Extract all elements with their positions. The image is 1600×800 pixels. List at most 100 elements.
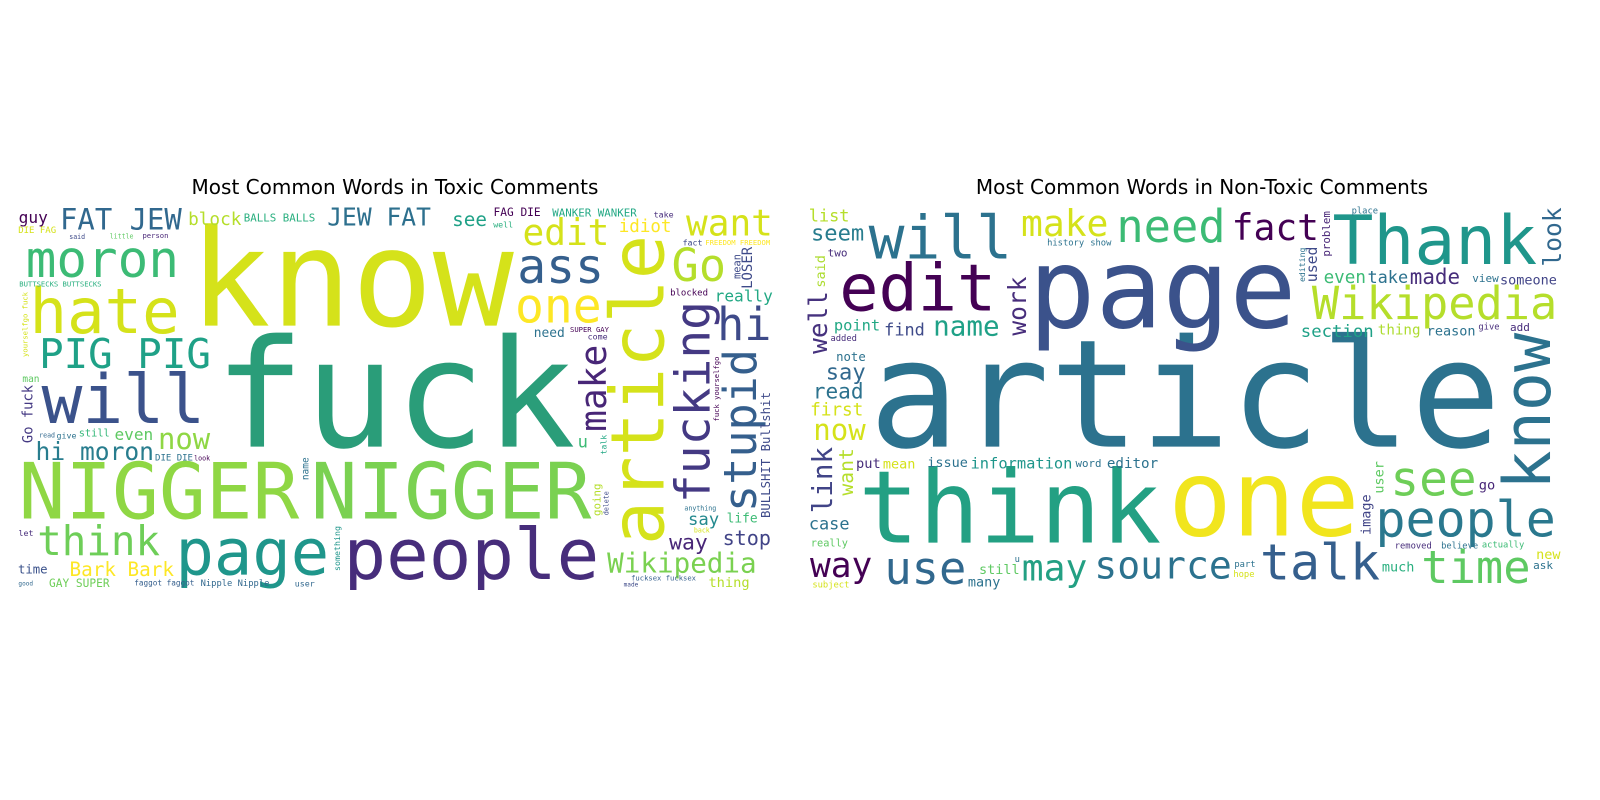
non-toxic-cloud-word: need <box>1116 205 1225 253</box>
toxic-cloud-word: really <box>715 287 773 306</box>
non-toxic-cloud-word: history <box>1047 238 1084 248</box>
toxic-cloud-word: JEW FAT <box>327 205 431 231</box>
toxic-cloud-word: need <box>534 326 565 341</box>
toxic-cloud-word: fact <box>683 238 703 248</box>
toxic-cloud-word: even <box>114 425 153 444</box>
toxic-cloud-word: PIG PIG <box>39 330 211 378</box>
non-toxic-cloud-word: know <box>1490 332 1565 490</box>
non-toxic-cloud-word: view <box>1472 272 1499 285</box>
non-toxic-cloud-word: much <box>1382 560 1415 576</box>
toxic-cloud-word: people <box>343 513 599 590</box>
toxic-cloud-word: GAY SUPER <box>49 577 110 590</box>
toxic-cloud-word: hate <box>29 275 179 348</box>
non-toxic-cloud-word: word <box>1076 457 1102 470</box>
non-toxic-cloud-word: u <box>1015 555 1020 565</box>
non-toxic-cloud-word: edit <box>839 250 996 326</box>
non-toxic-cloud-word: user <box>1371 461 1387 494</box>
toxic-cloud-word: man <box>22 374 39 385</box>
toxic-cloud-word: now <box>158 422 211 456</box>
toxic-cloud-word: see <box>452 208 487 231</box>
non-toxic-cloud-word: want <box>835 448 858 495</box>
non-toxic-cloud-word: put <box>856 456 881 472</box>
toxic-cloud-word: stop <box>723 526 771 550</box>
toxic-cloud-word: WANKER WANKER <box>552 207 637 220</box>
toxic-cloud-word: think <box>37 517 160 565</box>
non-toxic-cloud-word: page <box>1028 225 1296 354</box>
toxic-cloud-word: faggot faggot <box>134 578 194 587</box>
toxic-cloud-word: FAG DIE <box>494 206 541 219</box>
toxic-cloud-word: article <box>597 235 682 545</box>
toxic-cloud-word: something <box>332 526 342 571</box>
toxic-cloud-word: BALLS BALLS <box>244 211 316 224</box>
toxic-cloud-word: NIGGER <box>311 448 592 538</box>
toxic-cloud-word: SUPER GAY <box>570 325 610 334</box>
non-toxic-cloud-word: name <box>933 309 999 342</box>
non-toxic-cloud-word: link <box>806 446 839 513</box>
toxic-cloud-word: ass <box>517 239 604 295</box>
non-toxic-cloud-word: actually <box>1482 540 1524 550</box>
toxic-cloud-word: good <box>18 580 33 587</box>
toxic-cloud-word: name <box>300 457 311 480</box>
non-toxic-cloud-word: made <box>1410 265 1460 289</box>
non-toxic-cloud-word: may <box>1022 546 1088 589</box>
non-toxic-cloud-word: think <box>858 450 1161 567</box>
toxic-cloud-word: well <box>493 219 513 229</box>
non-toxic-cloud-word: add <box>1510 321 1530 334</box>
toxic-cloud-word: BULLSHIT Bullshit <box>759 392 773 518</box>
toxic-cloud-word: BUTTSECKS BUTTSECKS <box>19 279 101 288</box>
non-toxic-cloud-word: will <box>869 205 1013 274</box>
non-toxic-cloud-word: one <box>1168 437 1359 560</box>
non-toxic-cloud-word: article <box>869 309 1501 483</box>
toxic-cloud-title: Most Common Words in Toxic Comments <box>191 175 599 199</box>
non-toxic-cloud-word: part <box>1234 560 1255 570</box>
non-toxic-cloud-word: case <box>809 514 850 534</box>
toxic-cloud-word: Go <box>672 239 726 292</box>
non-toxic-cloud-word: Wikipedia <box>1312 277 1557 330</box>
toxic-cloud-word: life <box>727 511 758 526</box>
non-toxic-cloud-word: subject <box>812 580 849 590</box>
non-toxic-cloud-word: someone <box>1500 272 1557 288</box>
non-toxic-cloud-word: look <box>1538 207 1565 266</box>
toxic-cloud-word: edit <box>523 212 610 254</box>
non-toxic-cloud-word: place <box>1352 206 1378 216</box>
non-toxic-cloud-word: say <box>826 359 866 385</box>
toxic-cloud-word: fucking <box>666 301 722 503</box>
toxic-cloud-word: hi moron <box>36 437 154 466</box>
non-toxic-cloud-word: many <box>968 575 1001 590</box>
non-toxic-cloud-word: take <box>1367 267 1408 287</box>
non-toxic-cloud-word: give <box>1478 323 1499 333</box>
non-toxic-cloud-word: thing <box>1378 322 1421 338</box>
toxic-cloud-word: FAT JEW <box>60 205 182 236</box>
toxic-cloud-word: stupid <box>714 349 767 512</box>
toxic-cloud-word: user <box>295 579 315 589</box>
toxic-cloud-word: fuck <box>214 309 575 483</box>
non-toxic-cloud-word: now <box>813 413 866 447</box>
non-toxic-cloud-word: information <box>971 454 1073 472</box>
toxic-cloud-word: let <box>18 528 33 538</box>
non-toxic-cloud-word: read <box>813 379 864 404</box>
toxic-cloud-word: say <box>688 510 719 530</box>
toxic-cloud-word: mean <box>731 254 743 279</box>
toxic-cloud-word: said <box>69 233 85 241</box>
toxic-cloud-word: read <box>39 432 55 440</box>
toxic-cloud-word: time <box>18 563 48 577</box>
toxic-cloud-word: come <box>588 332 608 342</box>
non-toxic-cloud-word: added <box>830 334 856 344</box>
non-toxic-cloud-word: image <box>1359 494 1375 535</box>
non-toxic-cloud-word: believe <box>1441 541 1478 551</box>
toxic-cloud-word: way <box>669 530 708 555</box>
toxic-cloud-word: moron <box>26 231 179 290</box>
toxic-cloud-word: made <box>624 581 639 588</box>
non-toxic-cloud-word: go <box>1479 478 1495 494</box>
toxic-cloud-word: hi <box>717 298 771 351</box>
non-toxic-cloud-word: problem <box>1320 211 1333 257</box>
toxic-cloud-word: u <box>578 433 588 453</box>
non-toxic-cloud-word: section <box>1301 322 1374 342</box>
non-toxic-cloud-word: way <box>810 546 872 586</box>
toxic-cloud-word: DIE FAG <box>18 226 56 236</box>
non-toxic-cloud-word: use <box>884 542 966 590</box>
non-toxic-cloud-word: seem <box>811 220 864 246</box>
non-toxic-cloud-word: talk <box>1260 534 1380 590</box>
non-toxic-cloud-word: time <box>1421 541 1530 590</box>
